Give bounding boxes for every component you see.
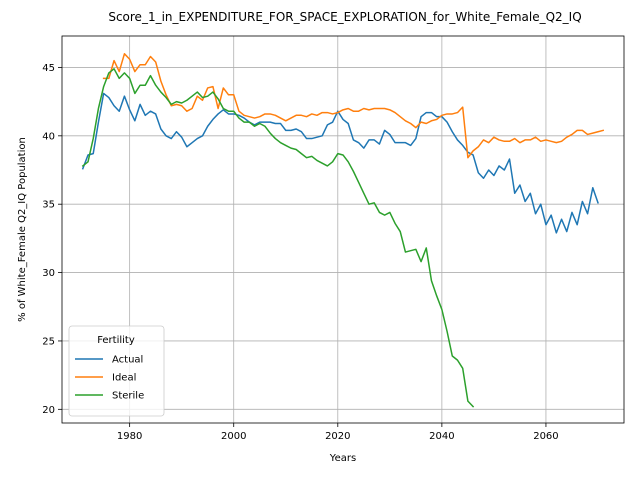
y-tick-label: 20 [42, 405, 55, 416]
x-tick-label: 2000 [221, 431, 246, 442]
legend-label-ideal: Ideal [112, 373, 136, 384]
x-tick-label: 2020 [325, 431, 350, 442]
y-axis-ticks: 20 25 30 35 40 45 [42, 63, 62, 416]
x-tick-label: 2040 [429, 431, 454, 442]
chart-title: Score_1_in_EXPENDITURE_FOR_SPACE_EXPLORA… [108, 10, 581, 24]
y-tick-label: 25 [42, 336, 55, 347]
y-axis-label: % of White_Female Q2_IQ Population [17, 137, 28, 322]
legend-box [68, 325, 165, 417]
series-line-actual [81, 92, 599, 234]
y-tick-label: 40 [42, 131, 55, 142]
y-tick-label: 35 [42, 200, 55, 211]
legend: Fertility Actual Ideal Sterile [68, 325, 165, 417]
series-line-ideal [102, 53, 605, 159]
y-tick-label: 45 [42, 63, 55, 74]
series-lines [81, 53, 605, 408]
x-tick-label: 2060 [533, 431, 558, 442]
legend-label-actual: Actual [112, 355, 143, 366]
x-axis-label: Years [329, 453, 356, 464]
series-line-sterile [81, 68, 475, 408]
plot-frame [61, 35, 625, 424]
x-tick-label: 1980 [117, 431, 142, 442]
legend-entries: Actual Ideal Sterile [75, 355, 144, 402]
legend-label-sterile: Sterile [112, 391, 144, 402]
x-axis-ticks: 1980 2000 2020 2040 2060 [117, 423, 559, 442]
legend-title: Fertility [97, 335, 135, 346]
y-tick-label: 30 [42, 268, 55, 279]
